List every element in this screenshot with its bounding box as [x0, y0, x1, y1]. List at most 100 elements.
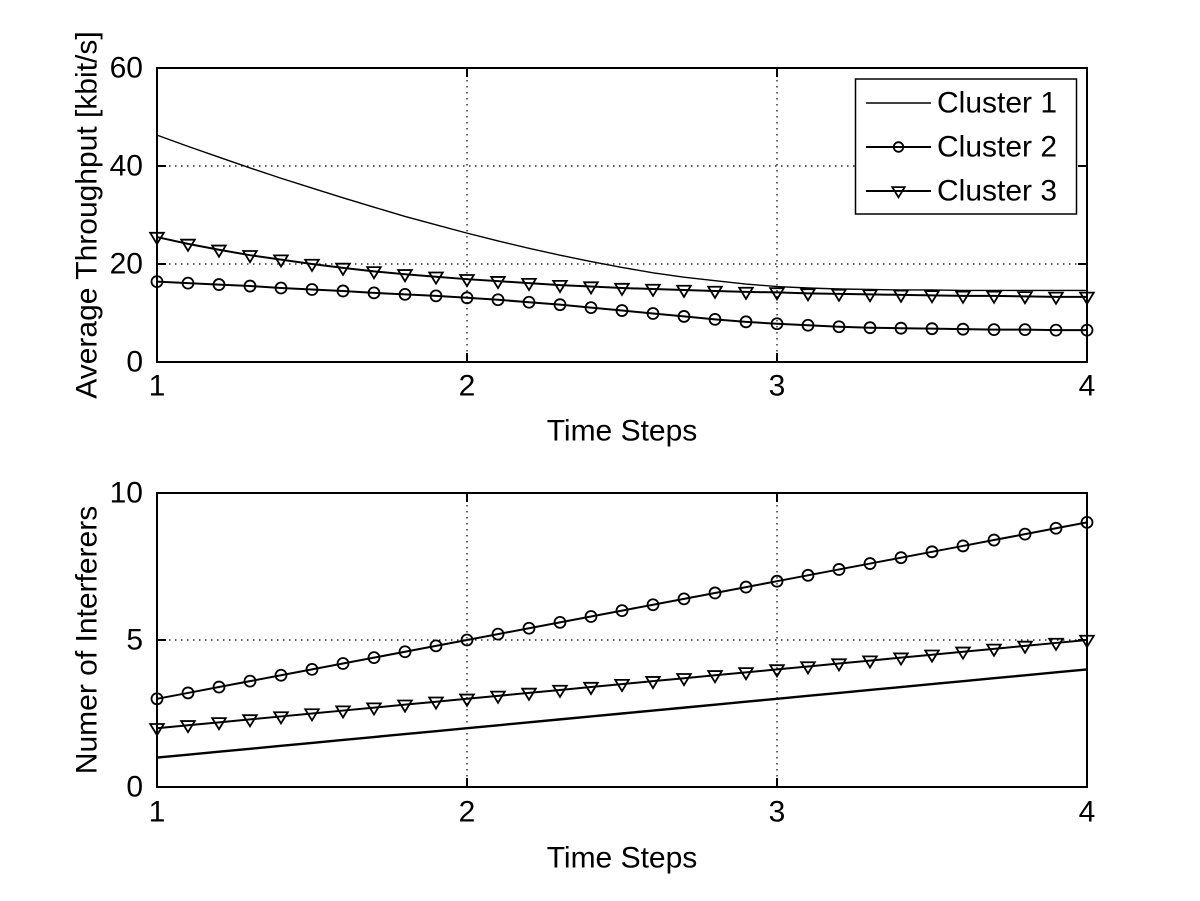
series-cluster-1: [156, 134, 1087, 292]
triangle-down-marker: [520, 687, 538, 702]
circle-marker: [212, 680, 226, 694]
legend: Cluster 1 Cluster 2 Cluster 3: [854, 78, 1078, 215]
x-tick-label: 2: [459, 796, 476, 829]
triangle-down-marker: [954, 646, 972, 661]
legend-label: Cluster 3: [937, 175, 1057, 208]
circle-marker: [460, 291, 474, 305]
triangle-down-marker: [458, 693, 476, 708]
legend-entry: Cluster 1: [866, 87, 1057, 120]
x-tick-label: 4: [1079, 796, 1096, 829]
legend-entry: Cluster 2: [866, 131, 1057, 164]
triangle-down-marker: [210, 244, 228, 259]
triangle-down-marker: [861, 655, 879, 670]
circle-marker: [615, 304, 629, 317]
triangle-down-marker: [396, 269, 414, 283]
series-line: [156, 134, 1087, 292]
y-tick-label: 5: [126, 624, 143, 657]
y-tick-label: 20: [110, 248, 143, 281]
circle-marker: [1018, 323, 1032, 337]
circle-marker: [925, 322, 939, 336]
triangle-down-marker: [706, 285, 724, 300]
triangle-down-marker: [768, 664, 786, 679]
triangle-down-marker: [334, 262, 352, 277]
triangle-down-marker: [830, 658, 848, 673]
triangle-down-marker: [737, 286, 755, 301]
circle-marker: [243, 279, 257, 293]
x-tick-label: 1: [149, 370, 166, 403]
triangle-down-marker: [551, 279, 569, 294]
x-tick-label: 1: [149, 796, 166, 829]
triangle-down-marker: [303, 708, 321, 723]
triangle-down-marker: [830, 288, 848, 303]
circle-marker: [739, 315, 753, 329]
series-cluster-1: [156, 668, 1088, 759]
circle-marker: [770, 574, 784, 588]
circle-marker: [1080, 516, 1094, 529]
circle-marker: [1080, 323, 1094, 337]
triangle-down-marker: [1078, 634, 1096, 649]
triangle-down-marker: [334, 705, 352, 720]
triangle-down-marker: [954, 290, 972, 305]
circle-marker: [615, 604, 629, 617]
x-tick-label: 4: [1079, 370, 1096, 403]
x-tick-label: 3: [769, 796, 786, 829]
triangle-down-marker: [210, 717, 228, 731]
triangle-down-marker: [458, 274, 476, 288]
triangle-down-marker: [675, 673, 693, 687]
triangle-down-marker: [365, 702, 383, 717]
triangle-down-marker: [644, 283, 662, 298]
circle-marker: [367, 651, 381, 665]
circle-marker: [894, 321, 908, 335]
triangle-down-marker: [923, 290, 941, 305]
circle-marker: [956, 539, 970, 553]
x-tick-label: 3: [769, 370, 786, 403]
circle-marker: [150, 692, 164, 706]
subplot-2: 1 2 3 4 0 5 10 Time Steps Numer of Interferers: [71, 477, 1096, 875]
triangle-down-marker: [303, 258, 321, 273]
circle-marker: [181, 686, 195, 700]
y-axis-label: Numer of Interferers: [71, 506, 104, 774]
circle-marker: [336, 284, 350, 298]
triangle-down-marker: [148, 723, 166, 737]
triangle-down-marker: [799, 288, 817, 303]
triangle-down-marker: [582, 681, 600, 696]
circle-marker: [336, 657, 350, 670]
triangle-down-marker: [892, 289, 910, 304]
circle-marker: [708, 312, 722, 326]
circle-marker: [429, 289, 443, 303]
circle-marker: [646, 307, 660, 320]
circle-marker: [770, 317, 784, 331]
triangle-down-marker: [489, 690, 507, 705]
circle-marker: [646, 598, 660, 612]
circle-marker: [584, 610, 598, 623]
circle-marker: [677, 310, 691, 323]
series-line: [156, 280, 1087, 332]
legend-label: Cluster 1: [937, 87, 1057, 120]
triangle-down-marker: [1016, 291, 1034, 306]
circle-marker: [1049, 521, 1063, 535]
y-tick-label: 0: [126, 771, 143, 804]
series-cluster-2: [150, 275, 1094, 337]
series-line: [156, 521, 1088, 700]
series-cluster-3: [148, 231, 1096, 306]
triangle-down-marker: [427, 271, 445, 286]
triangle-down-marker: [737, 667, 755, 682]
x-tick-label: 2: [459, 370, 476, 403]
circle-marker: [832, 563, 846, 576]
triangle-down-marker: [890, 186, 907, 200]
circle-marker: [925, 545, 939, 559]
circle-marker: [460, 633, 474, 647]
legend-entry: Cluster 3: [866, 175, 1057, 208]
x-axis-label: Time Steps: [547, 415, 698, 448]
triangle-down-marker: [396, 699, 414, 714]
y-tick-label: 60: [110, 52, 143, 85]
circle-marker: [491, 293, 505, 307]
circle-marker: [801, 318, 815, 332]
triangle-down-marker: [551, 684, 569, 699]
circle-marker: [398, 645, 412, 659]
circle-marker: [801, 568, 815, 582]
circle-marker: [212, 278, 226, 291]
